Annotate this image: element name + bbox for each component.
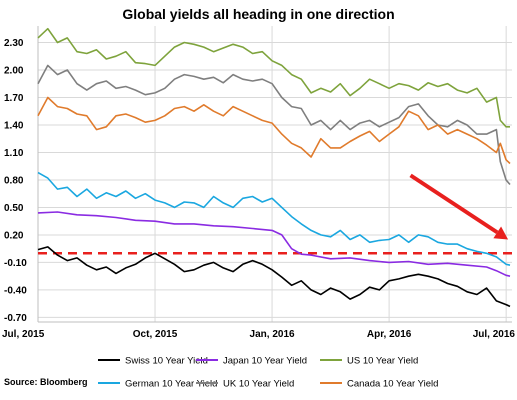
x-tick-label: Jul, 2016: [473, 329, 516, 340]
trend-arrow-head: [493, 226, 509, 240]
annotation-layer: [409, 173, 509, 240]
y-tick-label: 0.80: [4, 175, 24, 186]
chart-title: Global yields all heading in one directi…: [122, 6, 395, 22]
series-line-german-10-year-yield: [37, 171, 511, 266]
y-tick-label: 1.40: [4, 120, 24, 131]
source-label: Source: Bloomberg: [4, 377, 88, 387]
y-tick-label: -0.40: [4, 285, 27, 296]
axes: [37, 26, 512, 323]
y-tick-label: -0.10: [4, 258, 27, 269]
y-tick-labels: 2.30 2.00 1.70 1.40 1.10 0.80 0.50 0.20 -0.10 -0.…: [4, 38, 27, 324]
y-tick-label: 1.10: [4, 148, 24, 159]
series-line-uk-10-year-yield: [37, 64, 511, 186]
series-line-swiss-10-year-yield: [37, 246, 511, 308]
y-tick-label: 2.00: [4, 65, 24, 76]
legend-label-uk-10-year-yield: UK 10 Year Yield: [223, 379, 294, 390]
y-tick-label: -0.70: [4, 313, 27, 324]
series-line-us-10-year-yield: [37, 27, 510, 128]
y-tick-label: 1.70: [4, 93, 24, 104]
x-tick-label: Jul, 2015: [2, 329, 45, 340]
legend-label-swiss-10-year-yield: Swiss 10 Year Yield: [125, 356, 208, 367]
y-tick-label: 0.20: [4, 230, 24, 241]
x-tick-label: Jan, 2016: [250, 329, 295, 340]
y-tick-label: 0.50: [4, 203, 24, 214]
x-tick-label: Apr, 2016: [367, 329, 412, 340]
series-layer: [37, 27, 511, 308]
series-line-japan-10-year-yield: [37, 211, 511, 277]
legend-label-canada-10-year-yield: Canada 10 Year Yield: [347, 379, 438, 390]
legend-label-us-10-year-yield: US 10 Year Yield: [347, 356, 418, 367]
x-tick-labels: Jul, 2015 Oct, 2015 Jan, 2016 Apr, 2016 Jul,…: [2, 329, 515, 340]
x-tick-label: Oct, 2015: [133, 329, 178, 340]
legend-label-japan-10-year-yield: Japan 10 Year Yield: [223, 356, 307, 367]
gridlines: [37, 26, 512, 322]
trend-arrow-shaft: [409, 173, 499, 235]
series-line-canada-10-year-yield: [37, 96, 511, 165]
legend: Swiss 10 Year Yield Japan 10 Year Yield US…: [98, 356, 438, 390]
y-tick-label: 2.30: [4, 38, 24, 49]
legend-label-german-10-year-yield: German 10 Year Yield: [125, 379, 217, 390]
